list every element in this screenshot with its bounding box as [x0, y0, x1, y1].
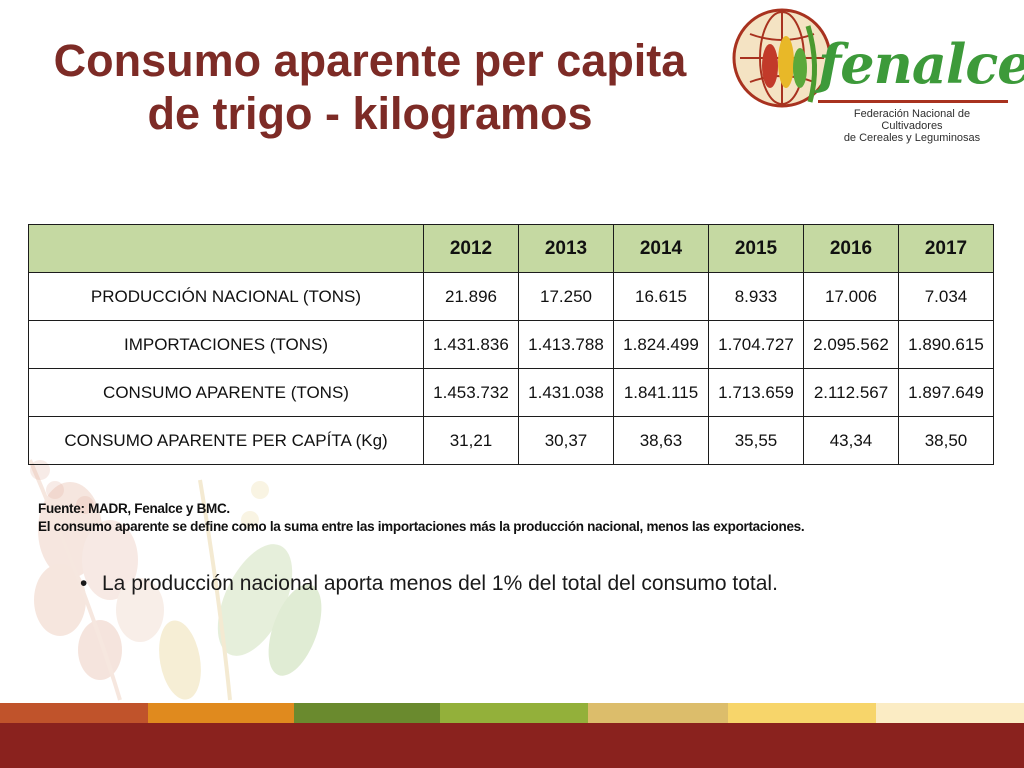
row-label: CONSUMO APARENTE PER CAPÍTA (Kg): [28, 416, 424, 465]
logo-subtitle-line-1: Federación Nacional de Cultivadores: [853, 108, 971, 132]
table-cell: 16.615: [613, 272, 709, 321]
fenalce-logo: fenalce Federación Nacional de Cultivado…: [728, 4, 1024, 144]
bullet-item: • La producción nacional aporta menos del…: [80, 572, 778, 596]
table-cell: 38,63: [613, 416, 709, 465]
color-stripe: [588, 703, 728, 723]
footer-bar: [0, 723, 1024, 768]
header-year: 2013: [518, 224, 614, 273]
table-cell: 1.453.732: [423, 368, 519, 417]
header-year: 2014: [613, 224, 709, 273]
table-cell: 30,37: [518, 416, 614, 465]
table-cell: 31,21: [423, 416, 519, 465]
table-cell: 2.095.562: [803, 320, 899, 369]
header-year: 2015: [708, 224, 804, 273]
color-stripe: [148, 703, 294, 723]
title-line-1: Consumo aparente per capita: [53, 35, 687, 86]
globe-grain-icon: [732, 8, 832, 108]
header-year: 2016: [803, 224, 899, 273]
table-cell: 21.896: [423, 272, 519, 321]
header-year: 2017: [898, 224, 994, 273]
title-line-2: de trigo - kilogramos: [147, 88, 593, 139]
table-cell: 7.034: [898, 272, 994, 321]
table-cell: 1.413.788: [518, 320, 614, 369]
color-stripe: [0, 703, 148, 723]
table-cell: 1.713.659: [708, 368, 804, 417]
header-year: 2012: [423, 224, 519, 273]
table-cell: 2.112.567: [803, 368, 899, 417]
table-cell: 1.841.115: [613, 368, 709, 417]
table-notes: Fuente: MADR, Fenalce y BMC. El consumo …: [38, 500, 805, 536]
slide-title: Consumo aparente per capita de trigo - k…: [30, 34, 710, 140]
table-row: CONSUMO APARENTE (TONS) 1.453.732 1.431.…: [28, 368, 994, 417]
table-cell: 1.824.499: [613, 320, 709, 369]
logo-subtitle: Federación Nacional de Cultivadores de C…: [822, 108, 1002, 144]
logo-subtitle-line-2: de Cereales y Leguminosas: [843, 132, 981, 144]
table-cell: 8.933: [708, 272, 804, 321]
source-note: Fuente: MADR, Fenalce y BMC.: [38, 501, 230, 516]
table-cell: 43,34: [803, 416, 899, 465]
header-corner: [28, 224, 424, 273]
table-cell: 35,55: [708, 416, 804, 465]
bullet-dot-icon: •: [80, 572, 88, 595]
bullet-text: La producción nacional aporta menos del …: [102, 572, 778, 595]
color-stripe: [728, 703, 876, 723]
logo-wordmark: fenalce: [818, 32, 1024, 96]
table-cell: 1.431.836: [423, 320, 519, 369]
color-stripe: [440, 703, 588, 723]
table-row: CONSUMO APARENTE PER CAPÍTA (Kg) 31,21 3…: [28, 416, 994, 465]
consumption-table: 2012 2013 2014 2015 2016 2017 PRODUCCIÓN…: [28, 224, 994, 465]
table-row: IMPORTACIONES (TONS) 1.431.836 1.413.788…: [28, 320, 994, 369]
row-label: CONSUMO APARENTE (TONS): [28, 368, 424, 417]
table-cell: 1.890.615: [898, 320, 994, 369]
row-label: IMPORTACIONES (TONS): [28, 320, 424, 369]
table-cell: 1.897.649: [898, 368, 994, 417]
definition-note: El consumo aparente se define como la su…: [38, 519, 805, 534]
table-cell: 1.704.727: [708, 320, 804, 369]
table-header-row: 2012 2013 2014 2015 2016 2017: [28, 224, 994, 273]
table-cell: 38,50: [898, 416, 994, 465]
table-cell: 1.431.038: [518, 368, 614, 417]
table-row: PRODUCCIÓN NACIONAL (TONS) 21.896 17.250…: [28, 272, 994, 321]
color-stripe: [294, 703, 440, 723]
table-cell: 17.006: [803, 272, 899, 321]
table-cell: 17.250: [518, 272, 614, 321]
logo-underline: [818, 100, 1008, 103]
row-label: PRODUCCIÓN NACIONAL (TONS): [28, 272, 424, 321]
color-stripe: [876, 703, 1024, 723]
